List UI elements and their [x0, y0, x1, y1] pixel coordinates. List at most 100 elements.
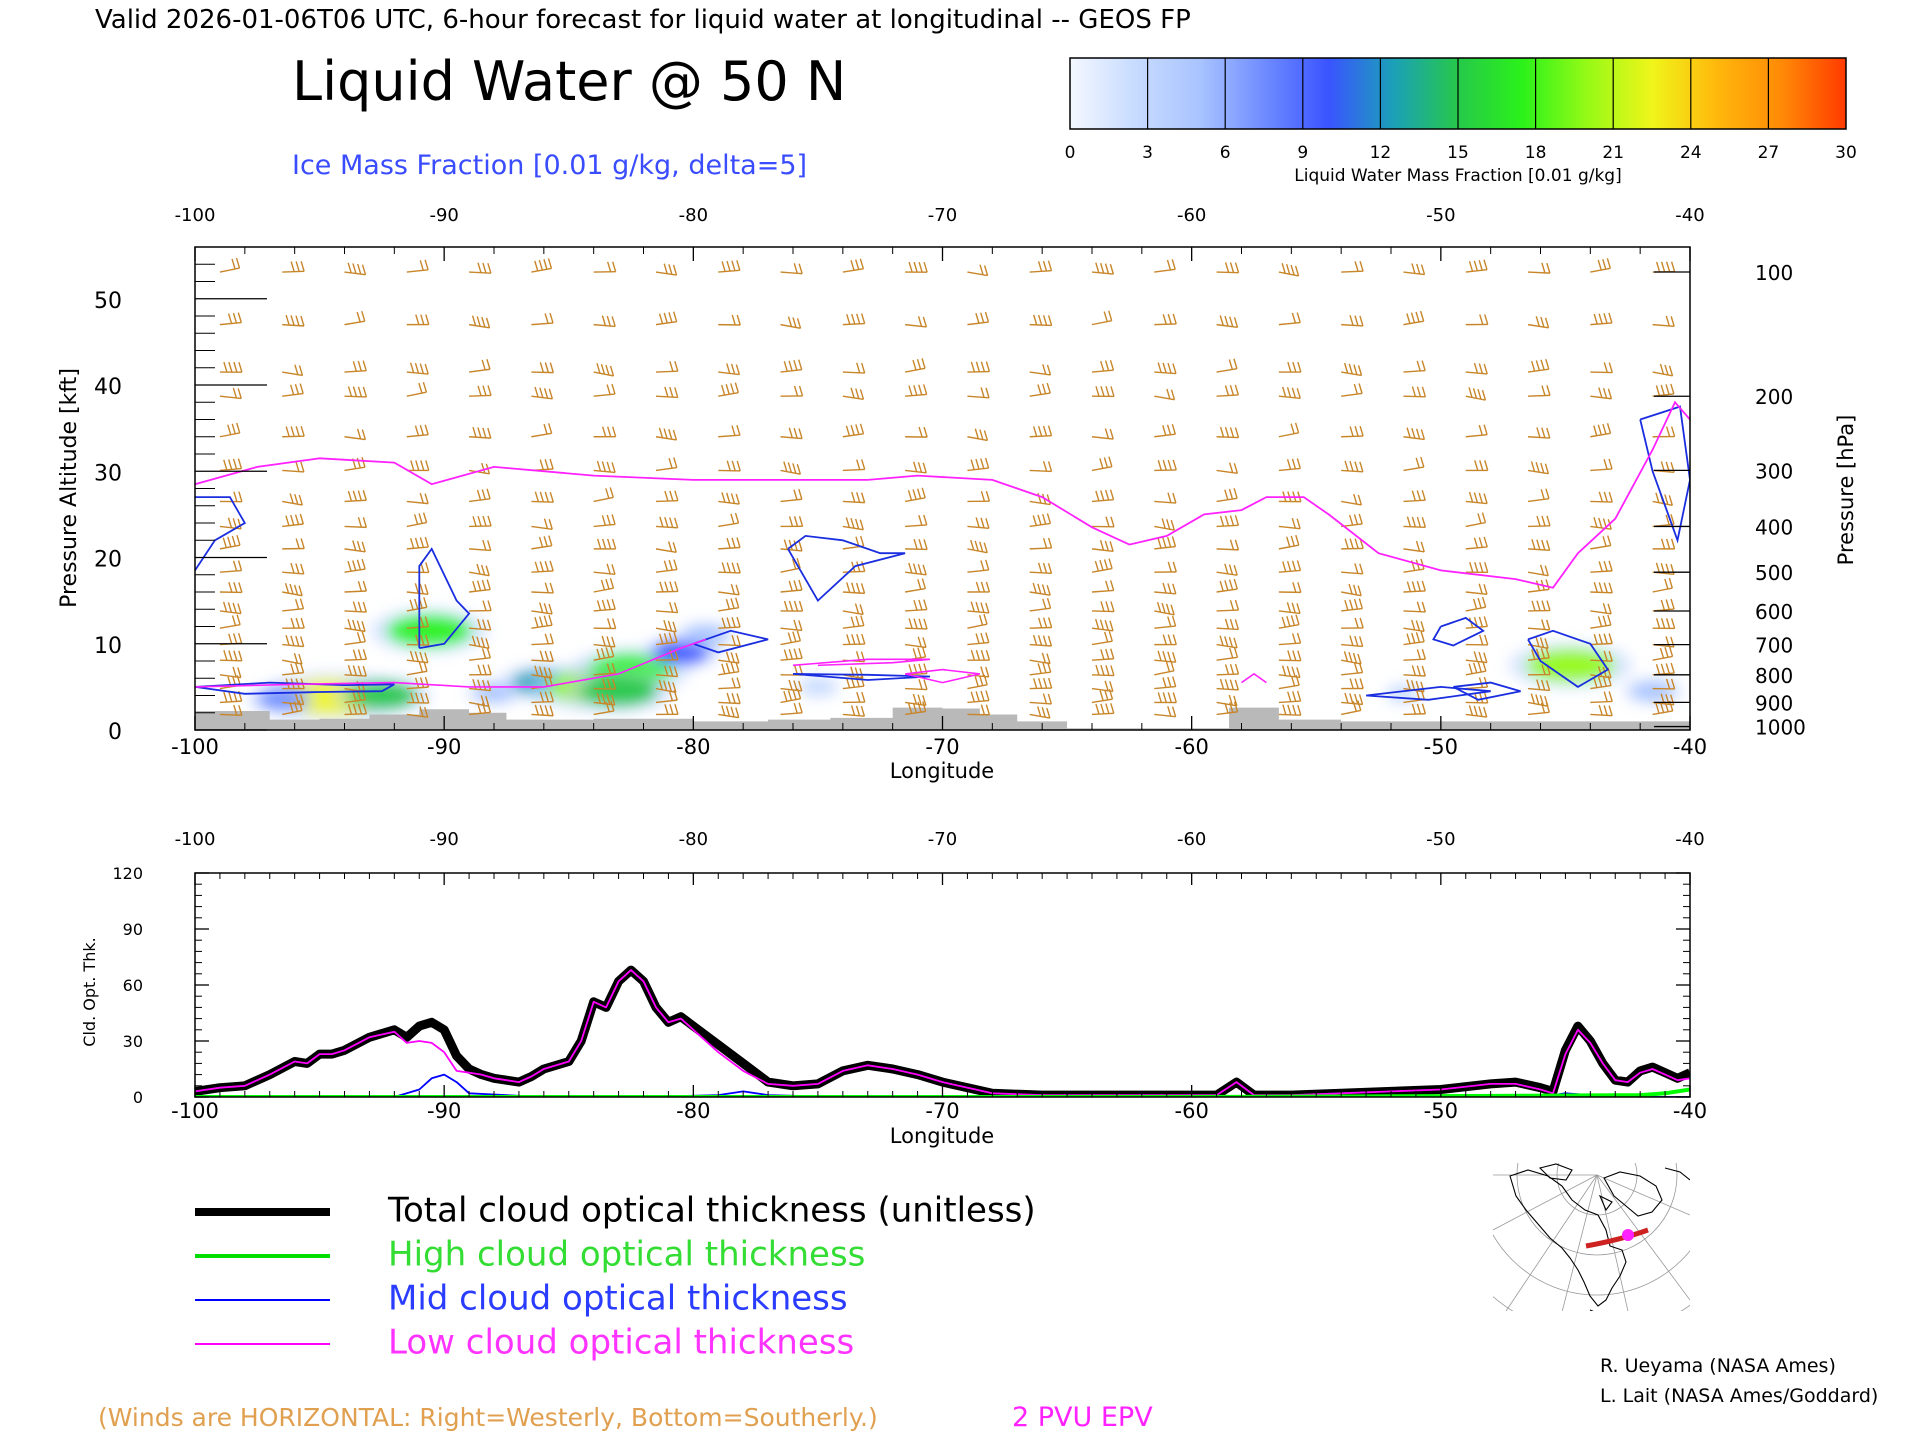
wind-barb: [219, 312, 243, 326]
wind-barb: [1341, 383, 1363, 397]
wind-barb: [842, 258, 865, 273]
wind-barb: [593, 460, 616, 474]
map-location-marker: [1622, 1229, 1634, 1241]
wind-barb: [282, 364, 304, 377]
wind-barb: [1278, 582, 1302, 594]
epv-low-contour: [1241, 672, 1267, 684]
wind-barb: [1278, 704, 1302, 716]
cot-series-line: [195, 969, 1690, 1096]
wind-barb: [406, 259, 429, 273]
epv-label: 2 PVU EPV: [1012, 1402, 1153, 1433]
main-x-tick-label-top: -60: [1177, 205, 1206, 226]
wind-barb: [1403, 601, 1426, 613]
wind-barb: [1590, 535, 1612, 550]
cot-plot-frame: [194, 872, 1691, 1098]
wind-barb: [905, 693, 927, 707]
wind-barb: [1278, 263, 1300, 277]
wind-barb: [468, 315, 491, 329]
wind-barb: [282, 383, 304, 397]
wind-barb: [842, 603, 864, 616]
wind-barb: [967, 517, 990, 529]
wind-barb: [1403, 540, 1425, 553]
wind-barb: [1403, 489, 1426, 503]
wind-barb: [1278, 674, 1300, 690]
main-x-tick-label-top: -70: [928, 205, 957, 226]
colorbar-ticks: 0 3 6 9 12 15 18 21 24 27 30: [1065, 58, 1857, 163]
wind-barb: [842, 705, 866, 717]
wind-barb: [967, 704, 991, 716]
main-x-tick-label-top: -100: [175, 205, 216, 226]
colorbar-tick-label: 0: [1065, 143, 1076, 163]
wind-barb: [1465, 512, 1487, 528]
wind-barb: [1216, 647, 1239, 661]
wind-barb: [219, 517, 242, 530]
wind-barb: [967, 632, 990, 646]
wind-barb: [593, 598, 616, 612]
wind-barb: [1154, 259, 1176, 273]
wind-barb: [967, 649, 991, 661]
wind-barb: [1029, 364, 1052, 376]
wind-barb: [219, 560, 243, 573]
wind-barb: [655, 679, 677, 694]
epv-layer: [195, 400, 1690, 688]
wind-barb: [1091, 359, 1115, 373]
wind-barb: [1029, 652, 1051, 665]
wind-barb: [1154, 601, 1175, 616]
pressure-tick-label: 200: [1755, 385, 1793, 409]
pressure-tick-label: 900: [1755, 691, 1793, 715]
ice-mass-contour: [1527, 629, 1610, 688]
wind-barb: [655, 490, 679, 503]
wind-barb: [531, 704, 554, 717]
wind-barb: [282, 598, 305, 612]
wind-barb: [655, 689, 678, 704]
wind-barb: [344, 311, 366, 326]
cot-y-tick-label: 0: [133, 1088, 143, 1107]
wind-barb: [406, 583, 429, 596]
wind-barb: [905, 514, 928, 528]
wind-barb: [655, 360, 679, 373]
pressure-tick-label: 100: [1755, 261, 1793, 285]
wind-barb: [219, 257, 241, 273]
wind-barb: [967, 674, 988, 690]
cot-x-tick-label-top: -70: [928, 829, 957, 850]
wind-barb: [219, 614, 241, 629]
ice-mass-contour: [1365, 685, 1491, 701]
wind-barb: [1091, 580, 1115, 593]
liquid-water-blob: [579, 676, 658, 706]
wind-barb: [406, 460, 430, 472]
wind-barb: [718, 583, 740, 596]
wind-barb: [1216, 563, 1238, 576]
main-x-axis-label: Longitude: [890, 759, 994, 783]
wind-barb: [655, 619, 677, 633]
ice-mass-contour: [1452, 681, 1521, 701]
main-x-tick-label: -100: [171, 735, 219, 759]
ice-mass-contour: [418, 547, 471, 649]
wind-barb: [1216, 635, 1238, 649]
wind-barb: [219, 458, 243, 472]
wind-barb: [1278, 361, 1302, 373]
wind-barb: [531, 362, 555, 374]
wind-barb: [1091, 703, 1115, 716]
wind-barb: [1216, 515, 1240, 528]
wind-barb: [842, 517, 864, 531]
wind-barb: [1341, 563, 1364, 575]
wind-barb: [905, 618, 928, 630]
wind-barb: [219, 491, 243, 503]
credit-ueyama: R. Ueyama (NASA Ames): [1600, 1355, 1836, 1377]
wind-barb: [219, 601, 242, 615]
cot-x-tick-label: -40: [1673, 1099, 1707, 1123]
wind-barb: [1652, 363, 1674, 377]
wind-barb: [406, 382, 428, 397]
wind-barb: [655, 559, 678, 573]
liquid-water-blob: [386, 614, 472, 647]
wind-barb: [1154, 388, 1176, 401]
pressure-tick-label: 600: [1755, 600, 1793, 624]
ice-mass-contour: [1639, 405, 1690, 544]
wind-barb: [1154, 313, 1177, 326]
wind-barb: [1216, 701, 1239, 716]
wind-barb: [1278, 632, 1302, 646]
wind-barb: [406, 424, 429, 438]
main-x-tick-label: -80: [676, 735, 710, 759]
wind-barb: [1154, 362, 1177, 375]
wind-barb: [1527, 564, 1549, 577]
